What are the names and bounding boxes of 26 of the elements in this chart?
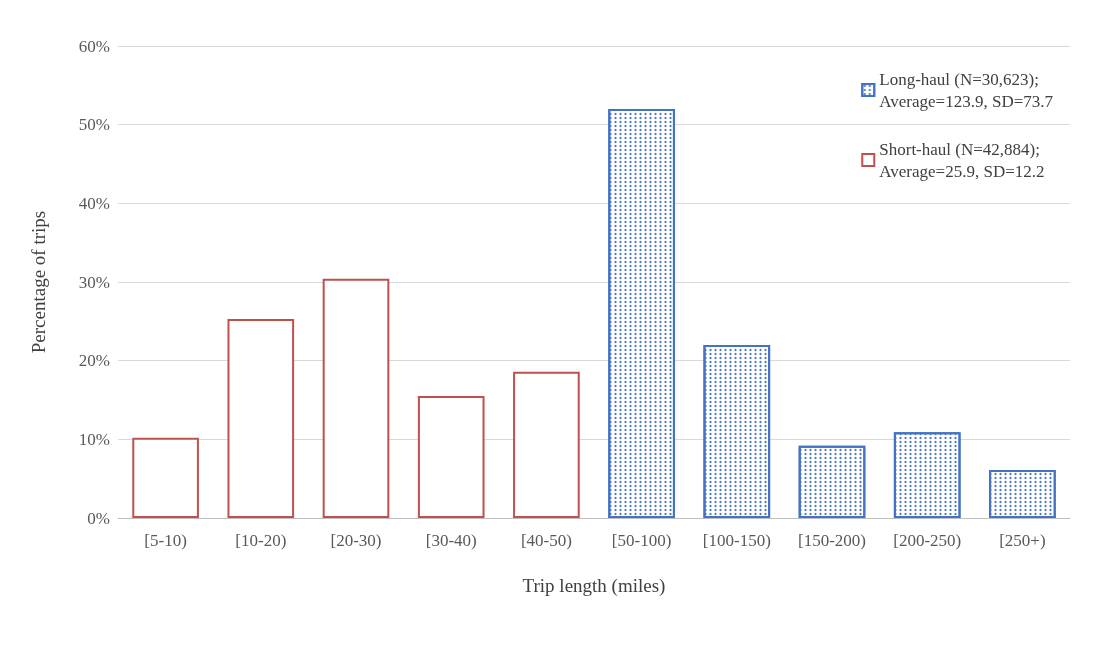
x-tick-label: [20-30) <box>330 531 382 550</box>
y-tick-label: 40% <box>78 193 110 213</box>
x-axis-title: Trip length (miles) <box>522 575 666 597</box>
bar <box>322 278 390 518</box>
x-tick-label: [40-50) <box>520 531 572 550</box>
bar <box>417 396 485 518</box>
legend-label: Long-haul (N=30,623); Average=123.9, SD=73.7 <box>879 69 1054 111</box>
bar <box>513 371 580 518</box>
bar <box>227 318 295 518</box>
x-tick-label: [150-200) <box>798 531 866 550</box>
y-tick-label: 20% <box>78 351 110 371</box>
y-tick-label: 10% <box>78 429 110 449</box>
y-tick-label: 60% <box>78 36 110 56</box>
y-tick-label: 50% <box>78 115 110 135</box>
x-tick-label: [250+) <box>999 531 1046 550</box>
bar <box>132 437 199 518</box>
x-tick-label: [100-150) <box>702 531 771 550</box>
x-tick-label: [10-20) <box>235 531 287 550</box>
x-tick-label: [5-10) <box>144 531 187 550</box>
x-tick-label: [200-250) <box>893 531 962 550</box>
x-tick-label: [50-100) <box>611 531 672 550</box>
y-tick-label: 0% <box>87 508 110 528</box>
legend-label: Short-haul (N=42,884); Average=25.9, SD=12.2 <box>879 139 1045 181</box>
y-tick-label: 30% <box>78 272 110 292</box>
x-tick-label: [30-40) <box>425 531 477 550</box>
y-axis-title: Percentage of trips <box>28 210 49 354</box>
